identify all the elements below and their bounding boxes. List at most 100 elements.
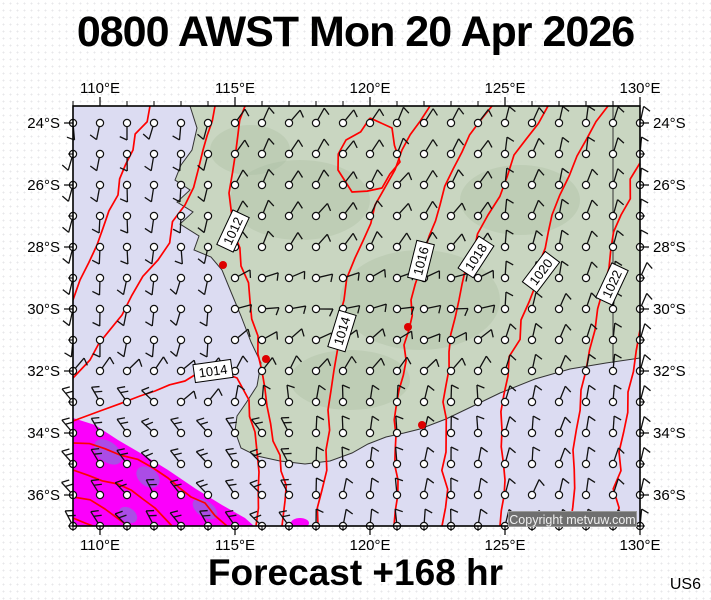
wind-barb bbox=[95, 356, 115, 376]
wind-barb bbox=[392, 330, 414, 345]
wind-barb bbox=[581, 261, 598, 283]
wind-barb bbox=[392, 172, 413, 190]
wind-barb bbox=[230, 169, 249, 190]
wind-barb bbox=[90, 180, 105, 203]
wind-barb bbox=[527, 384, 543, 407]
wind-barb bbox=[392, 415, 404, 438]
wind-barb bbox=[170, 417, 186, 438]
lat-axis-label: 28°S bbox=[27, 239, 60, 256]
isobar-line bbox=[73, 469, 173, 526]
wind-barb bbox=[581, 384, 596, 407]
wind-barb bbox=[473, 355, 492, 376]
wind-barb bbox=[581, 323, 598, 345]
lon-axis-label: 130°E bbox=[619, 537, 660, 554]
wind-barb bbox=[527, 168, 545, 190]
wind-barb bbox=[581, 168, 599, 190]
wind-barb bbox=[392, 446, 404, 469]
wind-barb bbox=[581, 105, 596, 128]
precip-heavy-blob bbox=[291, 518, 309, 526]
wind-barb bbox=[257, 137, 275, 159]
wind-barb bbox=[311, 138, 330, 159]
wind-barb bbox=[284, 232, 303, 252]
wind-barb bbox=[446, 331, 468, 345]
wind-barb bbox=[392, 356, 412, 376]
wind-barb bbox=[446, 384, 459, 407]
wind-barb bbox=[144, 273, 159, 296]
lon-axis-label: 130°E bbox=[619, 80, 660, 97]
wind-barb bbox=[92, 304, 105, 327]
wind-barb bbox=[141, 386, 159, 407]
wind-barb bbox=[608, 478, 625, 500]
wind-barb bbox=[473, 109, 493, 128]
wind-barb bbox=[311, 233, 332, 252]
wind-barb bbox=[257, 384, 271, 407]
lat-axis-label: 34°S bbox=[653, 425, 686, 442]
wind-barb bbox=[392, 384, 406, 407]
wind-barb bbox=[392, 477, 404, 500]
wind-barb bbox=[230, 384, 245, 407]
wind-barb bbox=[581, 353, 597, 376]
wind-barb bbox=[197, 211, 213, 234]
precip-intense-blob bbox=[118, 506, 138, 524]
wind-barb bbox=[197, 180, 213, 203]
wind-barb bbox=[280, 447, 294, 469]
wind-barb bbox=[145, 304, 159, 327]
wind-barb bbox=[176, 390, 197, 407]
wind-barb bbox=[608, 322, 622, 345]
wind-barb bbox=[284, 201, 303, 221]
wind-barb bbox=[284, 384, 295, 407]
wind-barb bbox=[365, 268, 387, 283]
lon-axis-label: 110°E bbox=[80, 537, 120, 554]
precip-intense-blob bbox=[136, 466, 160, 488]
wind-barb bbox=[500, 416, 517, 438]
wind-barb bbox=[257, 272, 279, 283]
wind-barb bbox=[473, 304, 496, 314]
wind-barb bbox=[446, 415, 459, 438]
wind-barb bbox=[257, 168, 275, 190]
lon-axis-label: 115°E bbox=[215, 80, 255, 97]
wind-barb bbox=[581, 415, 596, 438]
wind-barb bbox=[257, 230, 275, 252]
wind-barb bbox=[365, 169, 384, 190]
isobar-line bbox=[337, 117, 401, 193]
wind-barb bbox=[554, 354, 572, 376]
lon-axis-label: 110°E bbox=[80, 80, 120, 97]
wind-barb bbox=[554, 416, 572, 438]
wind-barb bbox=[446, 169, 464, 190]
wind-barb bbox=[446, 304, 469, 317]
wind-barb bbox=[249, 479, 267, 500]
wind-barb bbox=[120, 242, 132, 265]
wind-barb bbox=[311, 384, 326, 407]
precip-intense-blob bbox=[93, 439, 123, 465]
wind-barb bbox=[141, 417, 159, 438]
wind-barb bbox=[473, 446, 488, 469]
wind-barb bbox=[338, 202, 358, 221]
wind-barb bbox=[195, 479, 213, 500]
wind-barb bbox=[500, 323, 517, 345]
wind-barb bbox=[365, 108, 385, 128]
wind-barb bbox=[119, 118, 132, 141]
wind-barb bbox=[311, 415, 325, 438]
wind-barb bbox=[608, 106, 625, 128]
city-marker bbox=[418, 421, 426, 429]
wind-barb bbox=[527, 353, 543, 376]
isobar-line bbox=[393, 106, 493, 526]
svg-text:1016: 1016 bbox=[410, 245, 432, 277]
page-title: 0800 AWST Mon 20 Apr 2026 bbox=[76, 8, 635, 56]
wind-barb bbox=[473, 170, 493, 190]
wind-barb bbox=[500, 447, 516, 469]
wind-barb bbox=[581, 446, 596, 469]
wind-barb bbox=[473, 139, 493, 159]
wind-barb bbox=[114, 479, 132, 500]
wind-barb bbox=[500, 291, 514, 314]
wind-barb bbox=[89, 149, 105, 172]
wind-barb bbox=[144, 211, 159, 234]
wind-barb bbox=[500, 354, 517, 376]
wind-barb bbox=[392, 202, 413, 221]
wind-barb bbox=[446, 477, 459, 500]
wind-barb bbox=[608, 415, 622, 438]
wind-barb bbox=[230, 139, 250, 159]
wind-barb bbox=[608, 199, 625, 221]
wind-barb bbox=[284, 109, 304, 128]
